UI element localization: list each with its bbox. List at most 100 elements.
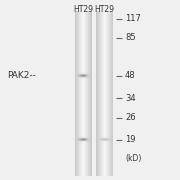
Bar: [78, 142, 79, 143]
Bar: [111, 139, 112, 140]
Bar: [83, 73, 84, 74]
Bar: [90, 74, 91, 75]
Bar: [82, 138, 83, 139]
Bar: [83, 72, 84, 73]
Bar: [110, 141, 111, 142]
Bar: [99, 140, 100, 141]
Bar: [79, 78, 80, 79]
Bar: [77, 136, 78, 137]
Bar: [75, 74, 76, 75]
Bar: [79, 139, 80, 140]
Bar: [86, 138, 87, 139]
Bar: [85, 136, 86, 137]
Bar: [104, 136, 105, 137]
Bar: [75, 76, 76, 77]
Bar: [81, 78, 82, 79]
Bar: [97, 137, 98, 138]
Bar: [101, 139, 102, 140]
Bar: [76, 75, 77, 76]
Bar: [97, 142, 98, 143]
Bar: [84, 140, 85, 141]
Bar: [98, 141, 99, 142]
Bar: [96, 139, 97, 140]
Bar: [104, 141, 105, 142]
Bar: [87, 72, 88, 73]
Bar: [108, 137, 109, 138]
Bar: [96, 11, 97, 176]
Bar: [77, 78, 78, 79]
Bar: [86, 77, 87, 78]
Bar: [89, 142, 90, 143]
Bar: [75, 77, 76, 78]
Bar: [85, 141, 86, 142]
Bar: [102, 11, 103, 176]
Bar: [87, 141, 88, 142]
Bar: [109, 140, 110, 141]
Bar: [77, 76, 78, 77]
Bar: [80, 72, 81, 73]
Bar: [75, 137, 76, 138]
Bar: [83, 138, 84, 139]
Bar: [78, 76, 79, 77]
Bar: [76, 140, 77, 141]
Bar: [97, 141, 98, 142]
Bar: [86, 78, 87, 79]
Bar: [76, 77, 77, 78]
Bar: [81, 75, 82, 76]
Bar: [107, 137, 108, 138]
Bar: [100, 11, 101, 176]
Bar: [108, 142, 109, 143]
Bar: [84, 136, 85, 137]
Bar: [80, 140, 81, 141]
Bar: [83, 136, 84, 137]
Bar: [101, 136, 102, 137]
Bar: [97, 139, 98, 140]
Bar: [91, 11, 92, 176]
Bar: [80, 136, 81, 137]
Bar: [103, 137, 104, 138]
Bar: [83, 76, 84, 77]
Bar: [91, 73, 92, 74]
Bar: [85, 139, 86, 140]
Text: 19: 19: [125, 135, 136, 144]
Bar: [106, 137, 107, 138]
Bar: [107, 140, 108, 141]
Bar: [90, 136, 91, 137]
Bar: [76, 138, 77, 139]
Bar: [102, 141, 103, 142]
Bar: [77, 11, 78, 176]
Bar: [89, 136, 90, 137]
Bar: [83, 142, 84, 143]
Bar: [91, 77, 92, 78]
Bar: [107, 139, 108, 140]
Bar: [88, 76, 89, 77]
Bar: [110, 136, 111, 137]
Bar: [76, 141, 77, 142]
Bar: [81, 139, 82, 140]
Bar: [89, 78, 90, 79]
Bar: [109, 137, 110, 138]
Bar: [102, 138, 103, 139]
Bar: [80, 11, 81, 176]
Bar: [105, 11, 106, 176]
Bar: [103, 139, 104, 140]
Bar: [105, 142, 106, 143]
Bar: [98, 139, 99, 140]
Bar: [109, 141, 110, 142]
Bar: [111, 142, 112, 143]
Bar: [96, 141, 97, 142]
Bar: [87, 77, 88, 78]
Bar: [112, 11, 113, 176]
Bar: [83, 75, 84, 76]
Bar: [97, 138, 98, 139]
Bar: [96, 140, 97, 141]
Bar: [101, 142, 102, 143]
Bar: [91, 138, 92, 139]
Bar: [108, 141, 109, 142]
Bar: [80, 142, 81, 143]
Bar: [89, 137, 90, 138]
Bar: [109, 139, 110, 140]
Text: (kD): (kD): [125, 154, 141, 163]
Bar: [86, 140, 87, 141]
Bar: [84, 139, 85, 140]
